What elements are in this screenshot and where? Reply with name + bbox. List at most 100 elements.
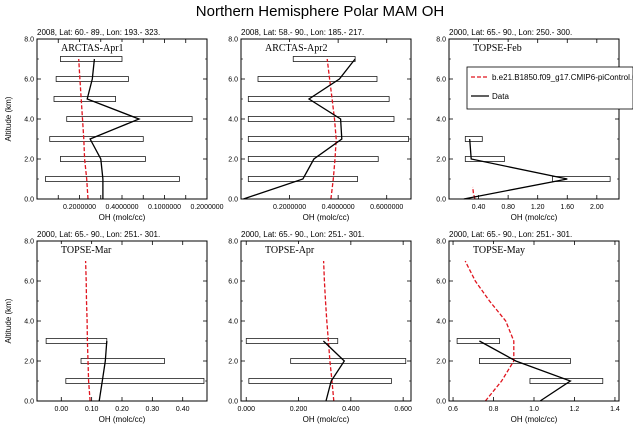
y-tick-label: 2.0 (436, 359, 446, 366)
inset-label: ARCTAS-Apr1 (61, 43, 124, 54)
x-tick-label: 1.2 (570, 406, 580, 413)
x-tick-label: 1.4 (610, 406, 620, 413)
x-tick-label: 0.8 (489, 406, 499, 413)
x-tick-label: 0.00 (54, 406, 68, 413)
x-tick-label: 0.10 (85, 406, 99, 413)
y-tick-label: 8.0 (436, 37, 446, 44)
range-box (65, 378, 205, 384)
y-tick-label: 6.0 (436, 279, 446, 286)
y-tick-label: 4.0 (436, 117, 446, 124)
range-box (245, 338, 339, 344)
panel-1: 2008, Lat: 60.- 89., Lon: 193.- 323. 0.0 2… (4, 28, 224, 222)
model-series-line (78, 58, 89, 200)
inset-label-background (471, 244, 527, 256)
x-axis-label: OH (molc/cc) (511, 213, 558, 222)
y-tick-label: 6.0 (24, 77, 34, 84)
y-tick-label: 2.0 (24, 359, 34, 366)
y-tick-label: 2.0 (436, 157, 446, 164)
range-box (290, 358, 407, 364)
x-tick-label: 0.200 (290, 406, 308, 413)
x-tick-label: 0.600 (394, 406, 412, 413)
x-axis-label: OH (molc/cc) (99, 213, 146, 222)
range-box (66, 116, 193, 122)
panel-subtitle: 2008, Lat: 60.- 89., Lon: 193.- 323. (37, 28, 160, 37)
model-series-line (326, 58, 337, 200)
x-tick-label: 1.20 (531, 204, 545, 211)
range-box (247, 176, 358, 182)
x-tick-label: 2.00 (590, 204, 604, 211)
y-tick-label: 8.0 (24, 37, 34, 44)
x-axis-label: OH (molc/cc) (511, 415, 558, 424)
inset-label-background (263, 42, 330, 54)
x-tick-label: 0.40 (176, 406, 190, 413)
legend: b.e21.B1850.f09_g17.CMIP6-piControl.001 D… (466, 66, 633, 110)
y-tick-label: 8.0 (436, 239, 446, 246)
x-tick-label: 0.2000000 (273, 204, 306, 211)
y-tick-label: 0.0 (436, 399, 446, 406)
x-tick-label: 0.6 (448, 406, 458, 413)
inset-label-background (59, 244, 114, 256)
x-tick-label: 0.40 (472, 204, 486, 211)
y-tick-label: 4.0 (24, 319, 34, 326)
obs-series-line (322, 340, 346, 402)
y-tick-label: 8.0 (228, 239, 238, 246)
range-box (479, 358, 571, 364)
x-tick-label: 1.60 (560, 204, 574, 211)
panel-5: 2000, Lat: 65.- 90., Lon: 251.- 301. 0.0 2… (228, 230, 412, 424)
range-box (45, 176, 180, 182)
panel-frame (448, 38, 620, 200)
inset-label: TOPSE-May (473, 245, 525, 256)
x-tick-label: 0.6000000 (370, 204, 403, 211)
panel-frame (240, 240, 412, 402)
range-box (49, 136, 144, 142)
range-box (292, 56, 356, 62)
panel-subtitle: 2000, Lat: 65.- 90., Lon: 251.- 301. (241, 230, 364, 239)
panel-4: 2000, Lat: 65.- 90., Lon: 251.- 301. 0.0 2… (4, 230, 208, 424)
range-box (60, 56, 123, 62)
panel-frame (240, 38, 412, 200)
x-tick-label: 0.4000000 (322, 204, 355, 211)
x-tick-label: 0.4000000 (105, 204, 138, 211)
y-tick-label: 0.0 (228, 197, 238, 204)
panel-subtitle: 2000, Lat: 65.- 90., Lon: 251.- 301. (449, 230, 572, 239)
y-tick-label: 6.0 (228, 279, 238, 286)
panel-subtitle: 2000, Lat: 65.- 90., Lon: 250.- 300. (449, 28, 572, 37)
x-tick-label: 0.20 (115, 406, 129, 413)
y-tick-label: 0.0 (24, 399, 34, 406)
panel-frame (36, 38, 208, 200)
obs-series-line (463, 138, 568, 200)
y-tick-label: 2.0 (228, 359, 238, 366)
y-tick-label: 2.0 (228, 157, 238, 164)
y-tick-label: 6.0 (436, 77, 446, 84)
inset-label-background (263, 244, 317, 256)
x-tick-label: 0.30 (146, 406, 160, 413)
y-tick-label: 2.0 (24, 157, 34, 164)
range-box (248, 378, 392, 384)
y-axis-label: Altitude (km) (4, 96, 13, 141)
x-tick-label: 0.400 (342, 406, 360, 413)
x-tick-label: 0.80 (501, 204, 515, 211)
x-tick-label: 0.000 (237, 406, 255, 413)
x-tick-label: 0.1000000 (148, 204, 181, 211)
panel-subtitle: 2000, Lat: 65.- 90., Lon: 251.- 301. (37, 230, 160, 239)
x-axis-label: OH (molc/cc) (99, 415, 146, 424)
legend-box (466, 66, 633, 110)
panel-6: 2000, Lat: 65.- 90., Lon: 251.- 301. 0.0 2… (436, 230, 620, 424)
range-box (552, 176, 611, 182)
x-tick-label: 0.2000000 (63, 204, 96, 211)
y-axis-label: Altitude (km) (4, 298, 13, 343)
legend-obs-label: Data (492, 92, 509, 101)
range-box (247, 116, 395, 122)
inset-label: TOPSE-Mar (61, 245, 112, 256)
obs-series-line (98, 340, 108, 402)
legend-model-label: b.e21.B1850.f09_g17.CMIP6-piControl.001 (492, 73, 633, 82)
panel-3: 2000, Lat: 65.- 90., Lon: 250.- 300. 0.0 2… (436, 28, 633, 222)
obs-series-line (479, 340, 572, 402)
y-tick-label: 4.0 (228, 319, 238, 326)
range-box (80, 358, 165, 364)
range-box (247, 136, 409, 142)
figure-title: Northern Hemisphere Polar MAM OH (196, 3, 444, 20)
range-box (53, 96, 116, 102)
range-box (45, 338, 108, 344)
